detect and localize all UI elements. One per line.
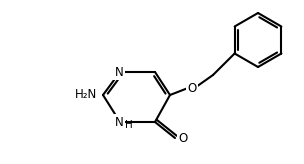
Text: H: H <box>125 120 133 130</box>
Text: O: O <box>178 133 187 145</box>
Text: O: O <box>187 82 197 94</box>
Text: N: N <box>115 65 123 79</box>
Text: N: N <box>115 115 123 129</box>
Text: H₂N: H₂N <box>75 89 97 102</box>
